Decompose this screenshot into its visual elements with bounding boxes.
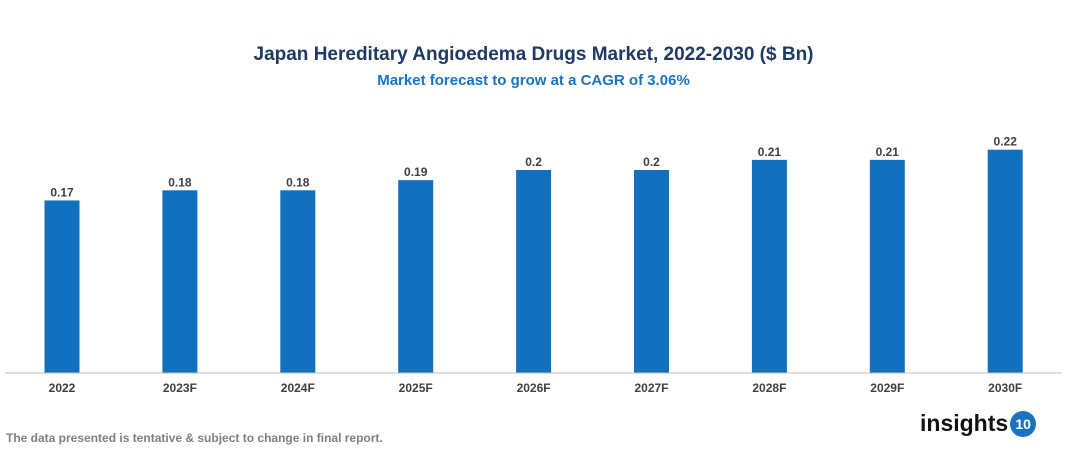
data-label: 0.18 — [286, 175, 310, 189]
bar — [634, 170, 669, 373]
x-tick-label: 2026F — [517, 381, 551, 395]
chart-subtitle: Market forecast to grow at a CAGR of 3.0… — [377, 72, 690, 89]
data-label: 0.21 — [758, 145, 782, 159]
data-label: 0.21 — [876, 145, 900, 159]
logo-badge: 10 — [1010, 410, 1037, 437]
x-tick-label: 2024F — [281, 381, 315, 395]
x-tick-label: 2025F — [399, 381, 433, 395]
data-label: 0.18 — [168, 175, 192, 189]
bar — [987, 149, 1023, 373]
data-label: 0.2 — [643, 155, 660, 169]
data-label: 0.22 — [994, 135, 1018, 149]
insights10-logo: insights 10 — [920, 410, 1037, 437]
bar — [280, 190, 316, 373]
x-tick-label: 2030F — [988, 381, 1022, 395]
x-tick-label: 2028F — [752, 381, 786, 395]
footnote: The data presented is tentative & subjec… — [6, 431, 383, 445]
x-tick-label: 2023F — [163, 381, 197, 395]
bar — [869, 159, 905, 373]
x-tick-label: 2029F — [870, 381, 904, 395]
data-label: 0.2 — [525, 155, 542, 169]
chart-title: Japan Hereditary Angioedema Drugs Market… — [253, 44, 814, 65]
data-label: 0.19 — [404, 165, 428, 179]
x-tick-label: 2027F — [634, 381, 668, 395]
logo-text: insights — [920, 410, 1009, 436]
x-tick-label: 2022 — [49, 381, 76, 395]
bar — [751, 159, 787, 373]
data-label: 0.17 — [50, 185, 74, 199]
bar — [398, 180, 434, 373]
bar — [516, 170, 552, 373]
bar — [162, 190, 198, 373]
bar — [44, 200, 80, 373]
